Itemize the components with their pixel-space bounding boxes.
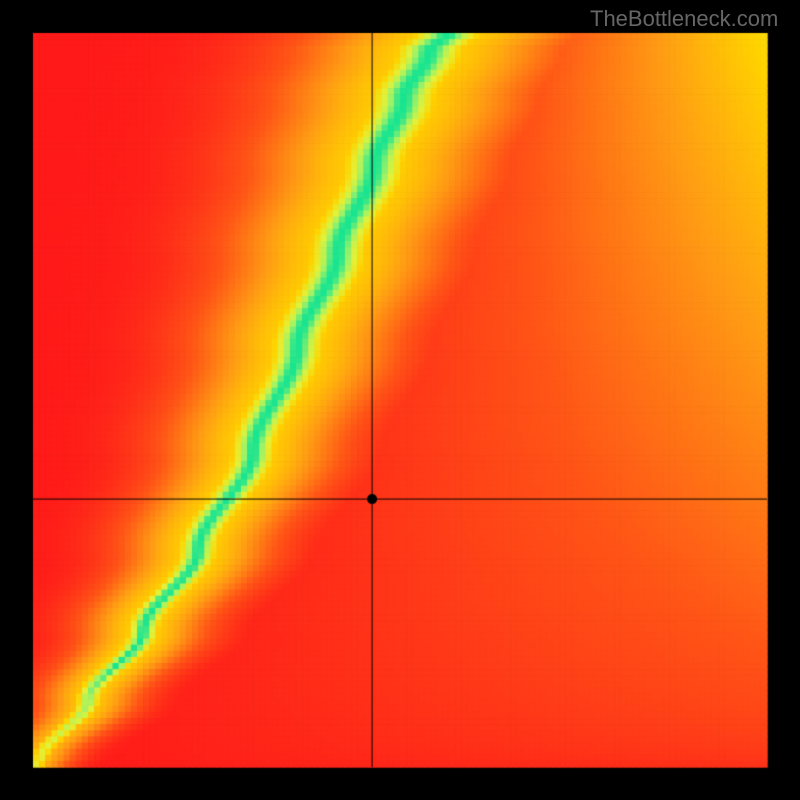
chart-container: { "canvas": { "width": 800, "height": 80…: [0, 0, 800, 800]
bottleneck-heatmap-canvas: [0, 0, 800, 800]
watermark-text: TheBottleneck.com: [590, 6, 778, 32]
